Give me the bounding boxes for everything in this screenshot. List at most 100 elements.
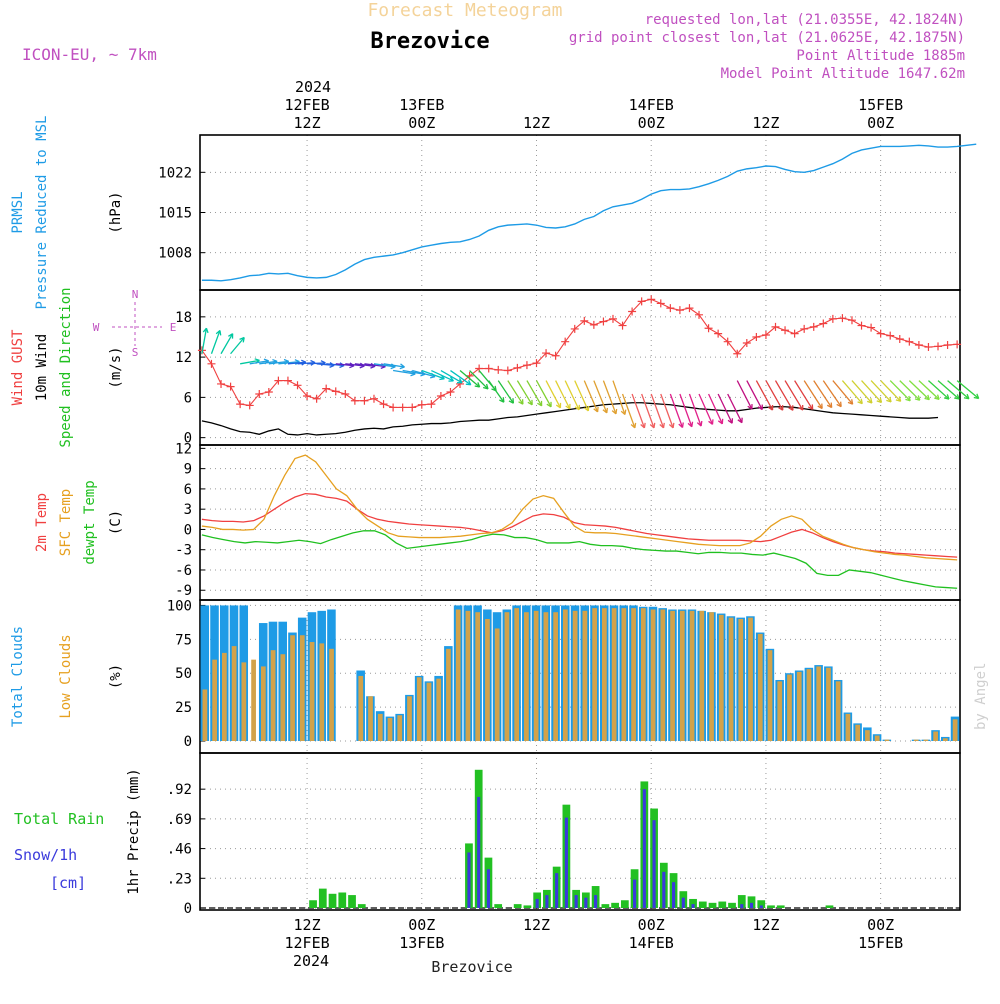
gust-marker xyxy=(618,321,627,330)
wind-arrow-head xyxy=(866,398,873,404)
wind-arrow-head xyxy=(228,333,234,339)
gust-marker xyxy=(666,304,675,313)
low-cloud-bar xyxy=(270,650,276,741)
wind-direction-arrow xyxy=(612,380,626,415)
wind-direction-arrow xyxy=(220,333,234,355)
panel-label: Speed and Direction xyxy=(58,287,74,447)
wind-direction-arrow xyxy=(316,363,335,367)
gust-marker xyxy=(255,390,264,399)
wind-direction-arrow xyxy=(832,380,854,405)
wind-direction-arrow xyxy=(669,393,684,428)
compass-east: E xyxy=(170,321,177,334)
top-hour-label: 00Z xyxy=(408,114,435,132)
compass-north: N xyxy=(132,288,139,301)
wind-arrow-head xyxy=(239,336,245,343)
low-cloud-bar xyxy=(514,608,520,741)
wind-direction-arrow xyxy=(794,380,814,410)
wind-arrow-head xyxy=(708,419,714,425)
low-cloud-bar xyxy=(699,610,705,741)
low-cloud-bar xyxy=(553,612,559,741)
low-cloud-bar xyxy=(913,739,919,741)
wind-direction-arrow xyxy=(851,380,873,404)
gust-marker xyxy=(436,392,445,401)
gust-marker xyxy=(733,349,742,358)
top-hour-label: 00Z xyxy=(867,114,894,132)
wind-arrow-head xyxy=(678,422,684,428)
wind-direction-arrow xyxy=(727,393,743,423)
wind-direction-arrow xyxy=(421,369,445,380)
wind-arrow-head xyxy=(215,329,222,336)
gust-marker xyxy=(704,324,713,333)
y-unit-label: 1hr Precip (mm) xyxy=(126,768,142,894)
gust-marker xyxy=(656,299,665,308)
gust-marker xyxy=(599,317,608,326)
gust-marker xyxy=(695,310,704,319)
y-tick-label: 0 xyxy=(184,734,192,750)
gust-marker xyxy=(580,316,589,325)
low-cloud-bar xyxy=(416,677,422,741)
gust-marker xyxy=(905,337,914,346)
gust-marker xyxy=(264,388,273,397)
low-cloud-bar xyxy=(524,612,529,741)
panel-3: -9 -6 -3 0 3 6 9 12 (C) xyxy=(108,441,961,601)
gust-marker xyxy=(800,324,809,333)
rain-bar xyxy=(513,904,522,908)
wind-arrow-head xyxy=(546,401,552,408)
gust-marker xyxy=(522,361,531,370)
snow-bar xyxy=(477,796,481,908)
rain-bar xyxy=(328,893,337,908)
wind-arrow-head xyxy=(583,405,590,412)
wind-direction-arrow xyxy=(746,380,763,410)
low-cloud-bar xyxy=(582,610,588,741)
gust-marker xyxy=(771,322,780,331)
snow-bar xyxy=(594,895,598,908)
y-tick-label: 1015 xyxy=(158,206,192,222)
panel-1: 1008 1015 1022 (hPa) xyxy=(108,134,961,291)
snow-bar xyxy=(652,820,656,908)
wind-direction-arrow xyxy=(908,380,930,401)
rain-bar xyxy=(757,900,766,908)
top-date-label: 13FEB xyxy=(399,96,444,114)
wind-arrow-head xyxy=(474,382,481,388)
y-tick-label: -6 xyxy=(175,563,192,579)
wind-arrow-head xyxy=(895,396,902,402)
low-cloud-bar xyxy=(952,719,958,741)
wind-direction-arrow xyxy=(326,363,345,367)
gust-marker xyxy=(561,337,570,346)
compass-west: W xyxy=(93,321,100,334)
wind-arrow-head xyxy=(876,397,883,404)
low-cloud-bar xyxy=(874,735,880,741)
snow-bar xyxy=(486,869,490,908)
low-cloud-bar xyxy=(465,610,471,741)
gust-marker xyxy=(503,366,512,375)
wind-direction-arrow xyxy=(899,380,921,401)
low-cloud-bar xyxy=(679,610,685,741)
low-cloud-bar xyxy=(601,608,607,741)
wind-direction-arrow xyxy=(201,328,208,354)
wind-arrow-head xyxy=(905,395,911,402)
top-hour-label: 00Z xyxy=(638,114,665,132)
gust-marker xyxy=(484,364,493,373)
requested-coords: requested lon,lat (21.0355E, 42.1824N) xyxy=(645,12,965,28)
wind-arrow-head xyxy=(659,422,665,429)
snow-bar xyxy=(672,882,676,908)
wind-direction-arrow xyxy=(593,380,608,414)
snow-bar xyxy=(584,897,588,908)
wind-direction-arrow xyxy=(621,393,636,429)
snow-bar xyxy=(681,897,685,908)
panel-label: dewpt Temp xyxy=(82,480,98,564)
y-tick-label: .69 xyxy=(167,812,192,828)
rain-bar xyxy=(737,895,746,908)
wind-direction-arrow xyxy=(297,361,316,365)
y-tick-label: 6 xyxy=(184,390,192,406)
wind-direction-arrow xyxy=(660,393,674,429)
wind-arrow-head xyxy=(798,405,804,411)
y-tick-label: 6 xyxy=(184,482,192,498)
y-tick-label: 0 xyxy=(184,522,192,538)
wind-direction-arrow xyxy=(937,380,960,400)
low-cloud-bar xyxy=(650,609,656,741)
low-cloud-bar xyxy=(777,681,783,741)
gust-marker xyxy=(322,384,331,393)
top-date-label: 14FEB xyxy=(629,96,674,114)
